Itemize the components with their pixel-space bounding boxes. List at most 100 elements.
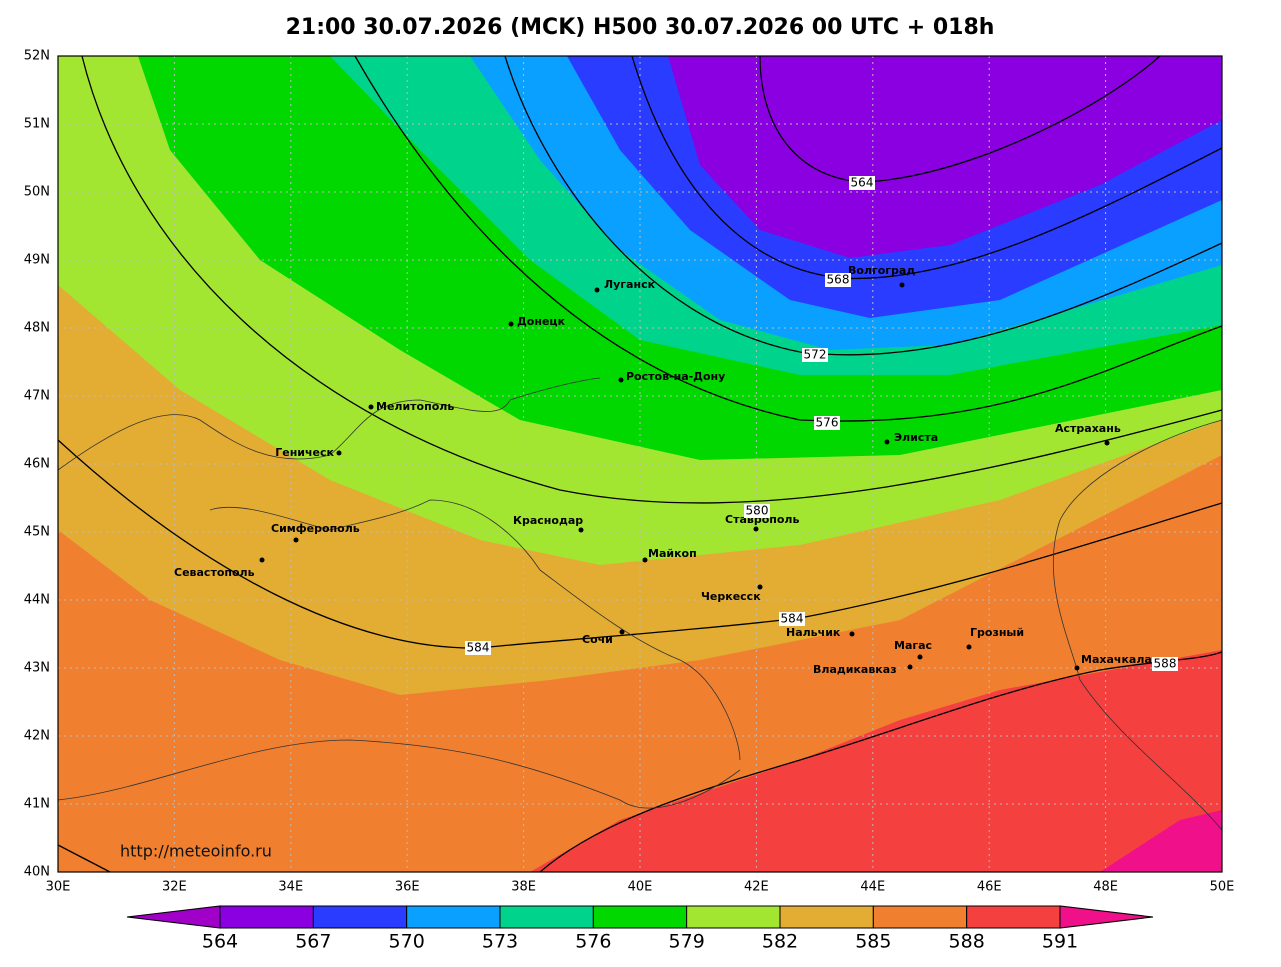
lon-label: 32E [162, 880, 187, 895]
lon-label: 36E [395, 880, 420, 895]
city-label: Луганск [604, 278, 656, 291]
colorbar-box [686, 905, 781, 929]
colorbar-box [219, 905, 314, 929]
colorbar-label: 573 [482, 931, 518, 953]
city-dot [753, 526, 759, 532]
contour-label: 576 [816, 416, 839, 430]
colorbar-label: 564 [202, 931, 238, 953]
lat-label: 51N [24, 117, 50, 132]
lon-label: 42E [744, 880, 769, 895]
city-dot [578, 527, 584, 533]
city-label: Майкоп [648, 547, 697, 560]
contours [57, 55, 1223, 873]
city-label: Волгоград [848, 264, 915, 277]
city-label: Донецк [517, 315, 566, 328]
colorbar-label: 576 [575, 931, 611, 953]
contour-label: 568 [827, 273, 850, 287]
contour-label-bg [465, 641, 491, 655]
city-label: Ставрополь [725, 513, 799, 526]
colorbar-box [779, 905, 874, 929]
colorbar-label: 567 [295, 931, 331, 953]
lon-label: 40E [628, 880, 653, 895]
lat-label: 52N [24, 49, 50, 64]
contour-label-bg [779, 612, 805, 626]
city-dot [899, 282, 905, 288]
contour-label: 572 [804, 348, 827, 362]
city-dot [917, 654, 923, 660]
coastlines [57, 377, 1223, 831]
lat-label: 41N [24, 797, 50, 812]
city-dot [642, 557, 648, 563]
lon-label: 34E [278, 880, 303, 895]
colorbar-box [966, 905, 1061, 929]
city-dot [849, 631, 855, 637]
contour-label: 584 [467, 641, 490, 655]
map-frame [57, 55, 1223, 873]
city-label: Симферополь [271, 522, 360, 535]
city-label: Севастополь [174, 566, 255, 579]
lat-label: 47N [24, 389, 50, 404]
city-dot [594, 287, 600, 293]
city-dot [907, 664, 913, 670]
lat-label: 48N [24, 321, 50, 336]
city-dot [619, 629, 625, 635]
contour-label: 584 [781, 612, 804, 626]
source-url: http://meteoinfo.ru [120, 842, 272, 861]
colorbar-box [872, 905, 968, 929]
city-label: Ростов-на-Дону [626, 370, 725, 383]
lat-label: 45N [24, 525, 50, 540]
colorbar-label: 582 [762, 931, 798, 953]
lon-label: 50E [1210, 880, 1235, 895]
city-dot [1104, 440, 1110, 446]
colorbar-label: 591 [1042, 931, 1078, 953]
city-label: Сочи [582, 633, 613, 646]
lat-label: 42N [24, 729, 50, 744]
city-label: Элиста [894, 431, 938, 444]
contour-label: 580 [746, 504, 769, 518]
city-label: Краснодар [513, 514, 583, 527]
colorbar-label: 570 [389, 931, 425, 953]
city-dot [966, 644, 972, 650]
contour-label-bg [1152, 657, 1178, 671]
city-dot [293, 537, 299, 543]
city-label: Черкесск [701, 590, 761, 603]
city-dot [757, 584, 763, 590]
lon-label: 30E [46, 880, 71, 895]
lon-label: 48E [1093, 880, 1118, 895]
city-dot [336, 450, 342, 456]
lat-label: 40N [24, 865, 50, 880]
colorbar-box [406, 905, 501, 929]
city-label: Геническ [275, 446, 334, 459]
city-dot [884, 439, 890, 445]
height-band [58, 650, 1222, 872]
colorbar-label: 585 [855, 931, 891, 953]
city-label: Махачкала [1081, 653, 1152, 666]
lon-label: 46E [977, 880, 1002, 895]
colorbar-box [592, 905, 688, 929]
contour-label-bg [802, 348, 828, 362]
lat-label: 49N [24, 253, 50, 268]
city-label: Нальчик [786, 626, 841, 639]
contour-label: 588 [1154, 657, 1177, 671]
city-label: Владикавказ [813, 663, 897, 676]
lon-label: 44E [860, 880, 885, 895]
contour-label: 564 [851, 176, 874, 190]
city-dot [618, 377, 624, 383]
city-dot [259, 557, 265, 563]
city-label: Астрахань [1055, 422, 1121, 435]
contour-label-bg [825, 273, 851, 287]
city-dot [508, 321, 514, 327]
city-dot [368, 404, 374, 410]
contour-label-bg [814, 416, 840, 430]
contour-label-bg [849, 176, 875, 190]
lat-label: 44N [24, 593, 50, 608]
colorbar-extend [1059, 905, 1154, 929]
city-label: Грозный [970, 626, 1024, 639]
colorbar-label: 579 [669, 931, 705, 953]
colorbar-extend [126, 905, 221, 929]
city-label: Магас [894, 639, 932, 652]
colorbar-label: 588 [949, 931, 985, 953]
city-label: Мелитополь [376, 400, 454, 413]
lat-label: 50N [24, 185, 50, 200]
